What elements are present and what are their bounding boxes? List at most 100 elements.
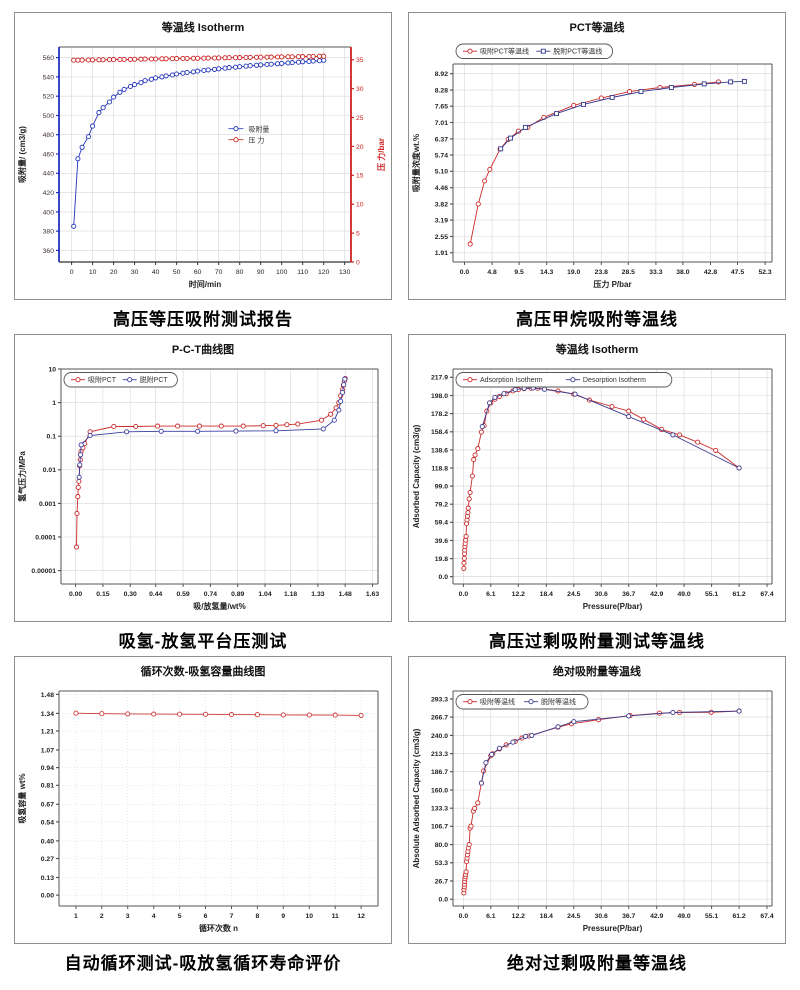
svg-text:24.5: 24.5 <box>567 591 580 598</box>
svg-text:吸附量: 吸附量 <box>248 124 269 133</box>
svg-text:0.0: 0.0 <box>439 574 449 581</box>
svg-text:12.2: 12.2 <box>512 913 525 920</box>
grid <box>61 368 378 584</box>
svg-text:186.7: 186.7 <box>431 769 448 776</box>
svg-text:6: 6 <box>204 913 208 920</box>
svg-text:8: 8 <box>256 913 260 920</box>
svg-text:3.82: 3.82 <box>435 201 448 208</box>
svg-text:7: 7 <box>230 913 234 920</box>
svg-text:178.2: 178.2 <box>431 411 448 418</box>
grid <box>59 47 351 262</box>
chart-title: 循环次数-吸氢容量曲线图 <box>140 666 266 678</box>
svg-text:1.18: 1.18 <box>284 591 297 598</box>
svg-text:0.0: 0.0 <box>439 897 449 904</box>
svg-text:10: 10 <box>356 202 364 209</box>
chart-panel-excess-isotherm: 等温线 Isotherm 0.0 6.1 12.2 18.4 24.5 30.6 36.7 4… <box>408 334 786 622</box>
svg-text:158.4: 158.4 <box>431 429 448 436</box>
svg-text:30: 30 <box>131 269 139 276</box>
svg-text:12.2: 12.2 <box>512 591 525 598</box>
svg-text:138.6: 138.6 <box>431 447 448 454</box>
svg-text:11: 11 <box>332 913 339 920</box>
svg-text:吸附量浓度wt.%: 吸附量浓度wt.% <box>411 134 421 192</box>
svg-text:0.67: 0.67 <box>41 802 54 809</box>
svg-text:8.92: 8.92 <box>435 71 448 78</box>
svg-text:7.65: 7.65 <box>435 104 448 111</box>
svg-text:3: 3 <box>126 913 130 920</box>
svg-text:36.7: 36.7 <box>622 591 635 598</box>
svg-text:120: 120 <box>318 269 330 276</box>
svg-text:Adsorption Isotherm: Adsorption Isotherm <box>480 377 543 384</box>
svg-text:12: 12 <box>357 913 365 920</box>
svg-text:460: 460 <box>43 151 55 158</box>
svg-text:1.33: 1.33 <box>311 591 324 598</box>
svg-text:0.01: 0.01 <box>43 467 56 474</box>
chart-title: 绝对吸附量等温线 <box>553 666 641 678</box>
svg-text:1.63: 1.63 <box>366 591 379 598</box>
svg-text:217.9: 217.9 <box>431 375 448 382</box>
chart-panel-cycle-life: 循环次数-吸氢容量曲线图 1 2 3 4 5 6 7 8 9 10 11 12 0.00 0.13 0.27… <box>14 656 392 944</box>
svg-text:0.54: 0.54 <box>41 819 54 826</box>
axis-ticks: 1 2 3 4 5 6 7 8 9 10 11 120.000.130.270.400.540.670… <box>41 692 365 920</box>
svg-text:1.21: 1.21 <box>41 728 54 735</box>
svg-text:1: 1 <box>52 400 56 407</box>
svg-text:26.7: 26.7 <box>435 878 448 885</box>
svg-text:2: 2 <box>100 913 104 920</box>
plot-frame <box>60 368 379 585</box>
axis-labels: 时间/min 吸附量/ (cm3/g) 压 力/bar <box>17 126 386 289</box>
chart-caption: 绝对过剩吸附量等温线 <box>507 953 687 973</box>
svg-text:吸附PCT: 吸附PCT <box>88 375 117 384</box>
svg-text:1.34: 1.34 <box>41 711 54 718</box>
svg-text:9: 9 <box>281 913 285 920</box>
svg-text:293.3: 293.3 <box>431 696 448 703</box>
svg-text:52.3: 52.3 <box>758 269 771 276</box>
svg-text:79.2: 79.2 <box>435 502 448 509</box>
svg-text:23.8: 23.8 <box>595 269 608 276</box>
chart-plot-excess-isotherm: 0.0 6.1 12.2 18.4 24.5 30.6 36.7 42.9 49.0 55.1 61… <box>409 360 785 618</box>
chart-cell-4: 等温线 Isotherm 0.0 6.1 12.2 18.4 24.5 30.6 36.7 4… <box>408 334 786 656</box>
svg-text:压 力: 压 力 <box>248 135 264 144</box>
svg-text:20: 20 <box>110 269 118 276</box>
svg-text:Pressure(P/bar): Pressure(P/bar) <box>583 602 643 611</box>
svg-text:8.28: 8.28 <box>435 88 448 95</box>
chart-caption: 高压等压吸附测试报告 <box>113 309 293 329</box>
svg-text:10: 10 <box>306 913 314 920</box>
chart-plot-cycle-life: 1 2 3 4 5 6 7 8 9 10 11 12 0.00 0.13 0.27 0.40 0.54 0.67 0… <box>15 682 391 940</box>
svg-text:0.27: 0.27 <box>41 856 54 863</box>
svg-text:压 力/bar: 压 力/bar <box>376 138 386 171</box>
plot-frame <box>452 63 773 263</box>
svg-text:2.55: 2.55 <box>435 234 448 241</box>
svg-text:4.46: 4.46 <box>435 185 448 192</box>
svg-text:5.74: 5.74 <box>435 152 448 159</box>
svg-text:520: 520 <box>43 94 55 101</box>
svg-text:14.3: 14.3 <box>540 269 553 276</box>
svg-text:6.37: 6.37 <box>435 136 448 143</box>
grid <box>453 691 772 906</box>
series-1 <box>478 708 742 786</box>
svg-text:0.00: 0.00 <box>69 591 82 598</box>
svg-text:3.19: 3.19 <box>435 218 448 225</box>
svg-text:106.7: 106.7 <box>431 824 448 831</box>
svg-text:0.1: 0.1 <box>47 434 57 441</box>
axis-labels: Pressure(P/bar) Adsorbed Capacity (cm3/g) <box>412 424 643 611</box>
svg-text:6.1: 6.1 <box>486 913 496 920</box>
svg-text:15: 15 <box>356 173 364 180</box>
svg-text:Adsorbed Capacity (cm3/g): Adsorbed Capacity (cm3/g) <box>412 424 421 528</box>
svg-text:20: 20 <box>356 144 364 151</box>
svg-text:36.7: 36.7 <box>622 913 635 920</box>
svg-text:0.81: 0.81 <box>41 783 54 790</box>
svg-text:19.8: 19.8 <box>435 556 448 563</box>
svg-text:吸/放氢量/wt%: 吸/放氢量/wt% <box>193 601 245 611</box>
svg-text:1: 1 <box>74 913 78 920</box>
axis-labels: 循环次数 n 吸氢容量 wt% <box>17 773 238 933</box>
svg-text:100: 100 <box>276 269 288 276</box>
svg-text:0.89: 0.89 <box>231 591 244 598</box>
axis-labels: Pressure(P/bar) Absolute Adsorbed Capacit… <box>412 728 643 933</box>
svg-text:110: 110 <box>297 269 308 276</box>
legend: 吸附PCT 脱附PCT <box>63 372 178 388</box>
svg-text:0.13: 0.13 <box>41 875 54 882</box>
chart-caption: 高压过剩吸附量测试等温线 <box>489 631 705 651</box>
chart-title: 等温线 Isotherm <box>555 344 639 356</box>
svg-text:133.3: 133.3 <box>431 806 448 813</box>
